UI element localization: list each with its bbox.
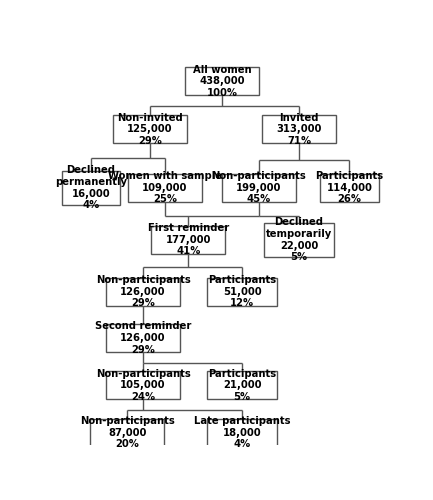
FancyBboxPatch shape [90, 419, 164, 446]
Text: Declined
temporarily
22,000
5%: Declined temporarily 22,000 5% [266, 218, 332, 262]
Text: Participants
114,000
26%: Participants 114,000 26% [315, 171, 384, 204]
FancyBboxPatch shape [264, 223, 334, 256]
Text: Second reminder
126,000
29%: Second reminder 126,000 29% [95, 322, 191, 354]
FancyBboxPatch shape [152, 226, 225, 254]
FancyBboxPatch shape [320, 174, 379, 202]
FancyBboxPatch shape [207, 372, 277, 399]
FancyBboxPatch shape [185, 68, 259, 95]
FancyBboxPatch shape [113, 116, 187, 143]
Text: Non-participants
87,000
20%: Non-participants 87,000 20% [80, 416, 174, 450]
FancyBboxPatch shape [222, 174, 296, 202]
Text: All women
438,000
100%: All women 438,000 100% [193, 64, 251, 98]
FancyBboxPatch shape [262, 116, 336, 143]
Text: Late participants
18,000
4%: Late participants 18,000 4% [194, 416, 290, 450]
Text: Women with sample
109,000
25%: Women with sample 109,000 25% [108, 171, 222, 204]
Text: Non-participants
105,000
24%: Non-participants 105,000 24% [96, 368, 191, 402]
Text: Participants
51,000
12%: Participants 51,000 12% [208, 275, 276, 308]
FancyBboxPatch shape [61, 171, 120, 205]
Text: Non-invited
125,000
29%: Non-invited 125,000 29% [117, 112, 183, 146]
FancyBboxPatch shape [106, 372, 180, 399]
FancyBboxPatch shape [106, 324, 180, 352]
Text: Invited
313,000
71%: Invited 313,000 71% [276, 112, 322, 146]
Text: First reminder
177,000
41%: First reminder 177,000 41% [148, 223, 229, 256]
FancyBboxPatch shape [207, 278, 277, 305]
FancyBboxPatch shape [128, 174, 202, 202]
FancyBboxPatch shape [106, 278, 180, 305]
Text: Non-participants
126,000
29%: Non-participants 126,000 29% [96, 275, 191, 308]
Text: Non-participants
199,000
45%: Non-participants 199,000 45% [211, 171, 306, 204]
Text: Participants
21,000
5%: Participants 21,000 5% [208, 368, 276, 402]
FancyBboxPatch shape [207, 419, 277, 446]
Text: Declined
permanently
16,000
4%: Declined permanently 16,000 4% [55, 166, 127, 210]
